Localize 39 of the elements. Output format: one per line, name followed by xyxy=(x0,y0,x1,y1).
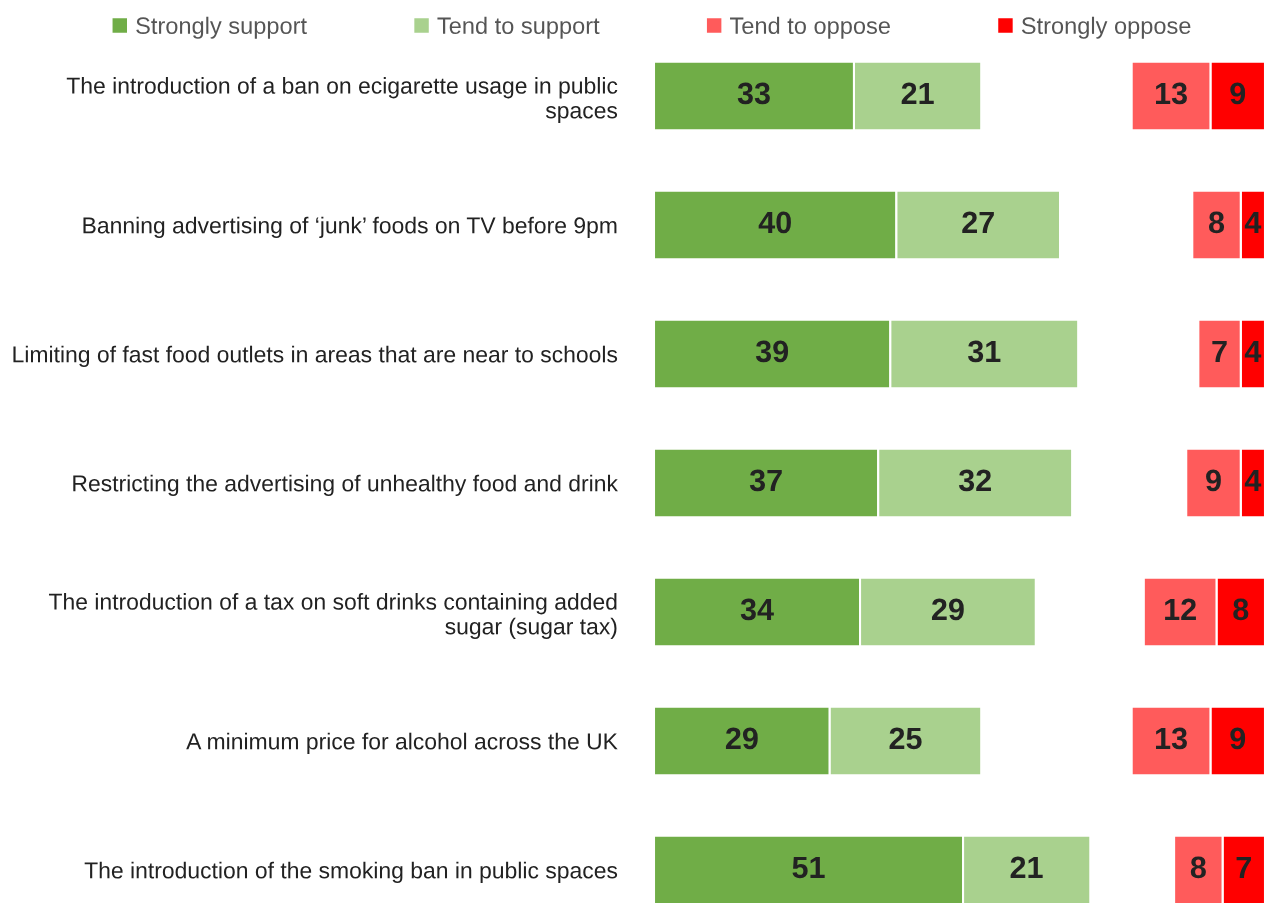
data-label: 4 xyxy=(1244,469,1262,491)
data-label: 34 xyxy=(740,598,774,621)
y-tick-label: Restricting the advertising of unhealthy food and drink xyxy=(73,474,618,497)
data-label: 4 xyxy=(1244,211,1262,233)
legend-label: Tend to support xyxy=(437,16,600,39)
data-label: 21 xyxy=(901,82,934,104)
data-label: 40 xyxy=(758,211,791,234)
data-label: 9 xyxy=(1206,469,1221,492)
data-label: 31 xyxy=(967,340,1001,363)
data-label: 51 xyxy=(792,856,825,879)
data-label: 29 xyxy=(725,727,758,750)
y-tick-label: Limiting of fast food outlets in areas that are near to schools xyxy=(13,345,618,368)
data-label: 7 xyxy=(1236,856,1251,878)
data-label: 32 xyxy=(958,469,991,492)
data-label: 29 xyxy=(931,598,964,621)
data-label: 33 xyxy=(737,82,770,105)
data-label: 39 xyxy=(755,340,789,363)
data-label: 8 xyxy=(1190,856,1206,879)
data-label: 37 xyxy=(749,469,782,492)
data-label: 21 xyxy=(1010,856,1043,878)
data-label: 9 xyxy=(1230,727,1246,750)
data-label: 25 xyxy=(889,727,922,750)
data-label: 7 xyxy=(1212,340,1227,362)
y-tick-label: Banning advertising of ‘junk’ foods on TV before 9pm xyxy=(83,216,617,239)
y-tick-label: A minimum price for alcohol across the UK xyxy=(186,732,618,755)
data-label: 13 xyxy=(1156,82,1187,105)
data-label: 4 xyxy=(1244,340,1262,362)
data-label: 8 xyxy=(1233,598,1249,621)
legend-label: Tend to oppose xyxy=(730,16,890,39)
data-label: 27 xyxy=(962,211,994,233)
y-tick-label: The introduction of a ban on ecigarette usage in public spaces xyxy=(66,77,618,124)
data-label: 8 xyxy=(1208,211,1225,234)
data-label: 13 xyxy=(1156,727,1187,750)
legend-label: Strongly oppose xyxy=(1021,16,1191,39)
data-label: 9 xyxy=(1230,82,1246,105)
y-tick-label: The introduction of a tax on soft drinks containing added sugar (sugar tax) xyxy=(48,593,617,640)
data-label: 12 xyxy=(1165,598,1196,620)
legend-label: Strongly support xyxy=(136,16,307,39)
y-tick-label: The introduction of the smoking ban in public spaces xyxy=(84,861,618,884)
